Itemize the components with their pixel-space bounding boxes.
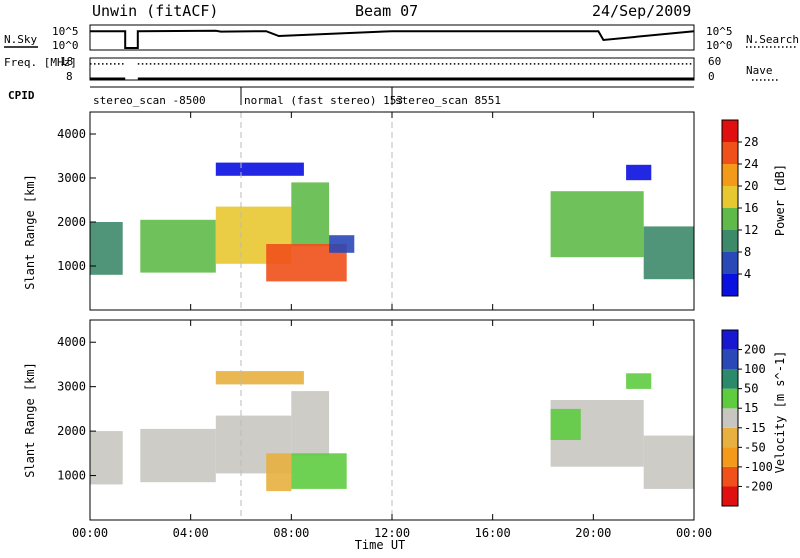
nave-label: Nave [746, 64, 773, 77]
colorbar-tick-label: -100 [744, 460, 773, 474]
cpid-panel: CPID stereo_scan -8500 normal (fast stere… [8, 86, 694, 107]
scatter-band [266, 453, 292, 492]
colorbar-swatch [722, 186, 738, 208]
colorbar-swatch [722, 120, 738, 142]
power-panel: Slant Range [km] 1000 2000 3000 4000 [23, 111, 695, 311]
noise-right-label: N.Search [746, 33, 799, 46]
colorbar-tick-label: 100 [744, 362, 766, 376]
noise-left-tick-bottom: 10^0 [52, 39, 79, 52]
colorbar-swatch [722, 349, 738, 370]
velocity-colorbar-label: Velocity [m s^-1] [773, 351, 787, 474]
power-colorbar-label: Power [dB] [773, 164, 787, 236]
colorbar-swatch [722, 408, 738, 428]
colorbar-tick-label: 50 [744, 382, 758, 396]
y-tick-label: 3000 [57, 171, 86, 185]
cpid-segment-label: stereo_scan 8551 [395, 94, 501, 107]
colorbar-swatch [722, 369, 738, 389]
frequency-panel: Freq. [MHz] 18 8 60 0 Nave [4, 55, 778, 83]
freq-tick-top: 18 [60, 55, 73, 68]
colorbar-swatch [722, 274, 738, 296]
noise-right-tick-top: 10^5 [706, 25, 733, 38]
freq-tick-bottom: 8 [66, 70, 73, 83]
scatter-band [90, 431, 123, 485]
x-tick-label: 08:00 [273, 526, 309, 540]
scatter-band [215, 371, 304, 385]
x-axis-label: Time UT [355, 538, 406, 552]
colorbar-swatch [722, 142, 738, 164]
cpid-segment-label: stereo_scan -8500 [93, 94, 206, 107]
colorbar-tick-label: -15 [744, 421, 766, 435]
y-tick-label: 2000 [57, 215, 86, 229]
scatter-band [90, 222, 123, 275]
x-tick-label: 16:00 [475, 526, 511, 540]
scatter-band [626, 164, 652, 181]
cpid-segment-label: normal (fast stereo) 153 [244, 94, 403, 107]
colorbar-swatch [722, 447, 738, 467]
x-tick-label: 04:00 [173, 526, 209, 540]
scatter-band [550, 408, 581, 440]
date-title: 24/Sep/2009 [592, 2, 691, 20]
colorbar-tick-label: 4 [744, 267, 751, 281]
noise-panel: N.Sky 10^5 10^0 10^5 10^0 N.Search [4, 24, 799, 52]
colorbar-swatch [722, 427, 738, 448]
scatter-band [215, 162, 304, 176]
colorbar-tick-label: 20 [744, 179, 758, 193]
x-tick-label: 12:00 [374, 526, 410, 540]
y-tick-label: 4000 [57, 127, 86, 141]
cpid-label: CPID [8, 89, 35, 102]
beam-title: Beam 07 [355, 2, 418, 20]
colorbar-swatch [722, 330, 738, 350]
power-colorbar: 4 8 12 16 20 24 28 [721, 119, 758, 297]
freq-label: Freq. [MHz] [4, 56, 77, 69]
colorbar-tick-label: -200 [744, 479, 773, 493]
y-tick-label: 2000 [57, 424, 86, 438]
power-ylabel: Slant Range [km] [23, 174, 37, 290]
colorbar-tick-label: 24 [744, 157, 758, 171]
scatter-band [643, 226, 694, 280]
scatter-band [643, 435, 694, 489]
colorbar-tick-label: 16 [744, 201, 758, 215]
scatter-band [329, 235, 355, 253]
colorbar-tick-label: 8 [744, 245, 751, 259]
y-tick-label: 1000 [57, 259, 86, 273]
scatter-band [550, 191, 644, 258]
y-tick-label: 1000 [57, 469, 86, 483]
scatter-band [291, 391, 330, 456]
colorbar-swatch [722, 388, 738, 409]
scatter-band [140, 219, 216, 273]
noise-series-line [90, 29, 695, 49]
noise-left-label: N.Sky [4, 33, 37, 46]
colorbar-tick-label: -50 [744, 440, 766, 454]
colorbar-swatch [722, 486, 738, 506]
colorbar-frame [721, 329, 739, 507]
noise-right-tick-bottom: 10^0 [706, 39, 733, 52]
noise-left-tick-top: 10^5 [52, 25, 79, 38]
scatter-band [626, 373, 652, 389]
colorbar-tick-label: 28 [744, 135, 758, 149]
colorbar-swatch [722, 466, 738, 487]
scatter-band [291, 453, 347, 489]
y-tick-label: 4000 [57, 335, 86, 349]
station-title: Unwin (fitACF) [92, 2, 218, 20]
colorbar-swatch [722, 164, 738, 186]
nave-tick-top: 60 [708, 55, 721, 68]
y-tick-label: 3000 [57, 380, 86, 394]
x-tick-label: 00:00 [676, 526, 712, 540]
scatter-band [140, 428, 216, 483]
colorbar-tick-label: 200 [744, 343, 766, 357]
colorbar-tick-label: 15 [744, 401, 758, 415]
x-tick-label: 00:00 [72, 526, 108, 540]
colorbar-swatch [722, 252, 738, 274]
velocity-colorbar: -200 -100 -50 -15 15 50 100 200 [721, 329, 773, 507]
velocity-ylabel: Slant Range [km] [23, 362, 37, 478]
colorbar-tick-label: 12 [744, 223, 758, 237]
colorbar-swatch [722, 208, 738, 230]
velocity-panel: Slant Range [km] 1000 2000 3000 4000 00:00 0… [23, 319, 712, 552]
x-tick-label: 20:00 [575, 526, 611, 540]
colorbar-swatch [722, 230, 738, 252]
nave-tick-bottom: 0 [708, 70, 715, 83]
scatter-band [291, 182, 330, 247]
